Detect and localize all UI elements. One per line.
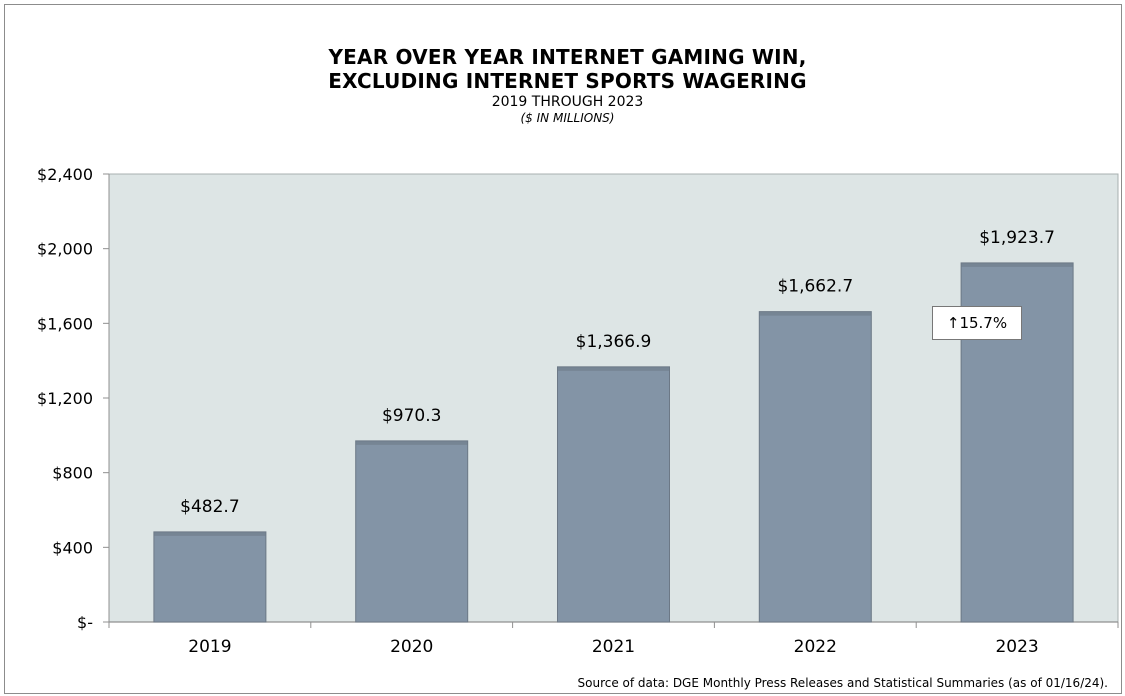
bar-value-label: $1,923.7 xyxy=(979,228,1055,248)
chart-frame: YEAR OVER YEAR INTERNET GAMING WIN, EXCL… xyxy=(4,4,1122,694)
y-tick-label: $2,400 xyxy=(37,165,93,184)
x-tick-label: 2021 xyxy=(592,637,635,657)
bar-2019 xyxy=(153,531,267,623)
bar-top-shade xyxy=(557,366,670,371)
x-tick-label: 2020 xyxy=(390,637,433,657)
y-tick-label: $800 xyxy=(52,464,93,483)
growth-annotation: ↑15.7% xyxy=(932,306,1022,340)
bar-top-shade xyxy=(961,262,1074,267)
bar-value-label: $1,662.7 xyxy=(777,277,853,297)
bar-value-label: $1,366.9 xyxy=(576,332,652,352)
source-note: Source of data: DGE Monthly Press Releas… xyxy=(577,676,1108,690)
y-tick-label: $2,000 xyxy=(37,240,93,259)
y-tick-label: $- xyxy=(77,613,93,632)
bar-chart: $- $400 $800 $1,200 $1,600 $2,000 $2,400 $482.7… xyxy=(37,165,1119,657)
chart-title-line-2: EXCLUDING INTERNET SPORTS WAGERING xyxy=(328,69,807,93)
bar-top-shade xyxy=(355,440,468,445)
bar-top-shade xyxy=(759,311,872,316)
y-tick-label: $1,600 xyxy=(37,314,93,333)
x-tick-label: 2023 xyxy=(995,637,1038,657)
x-tick-label: 2019 xyxy=(188,637,231,657)
bar-value-label: $482.7 xyxy=(180,497,239,517)
bar-2022 xyxy=(758,311,872,623)
x-tick-label: 2022 xyxy=(794,637,837,657)
bar-top-shade xyxy=(153,531,266,536)
bar-value-label: $970.3 xyxy=(382,406,441,426)
chart-subtitle: 2019 THROUGH 2023 xyxy=(491,94,644,110)
chart-units-note: ($ IN MILLIONS) xyxy=(520,111,615,125)
bar-2020 xyxy=(355,440,469,623)
bar-2021 xyxy=(557,366,670,623)
y-tick-label: $400 xyxy=(52,538,93,557)
y-tick-label: $1,200 xyxy=(37,389,93,408)
chart-title-line-1: YEAR OVER YEAR INTERNET GAMING WIN, xyxy=(328,45,807,69)
